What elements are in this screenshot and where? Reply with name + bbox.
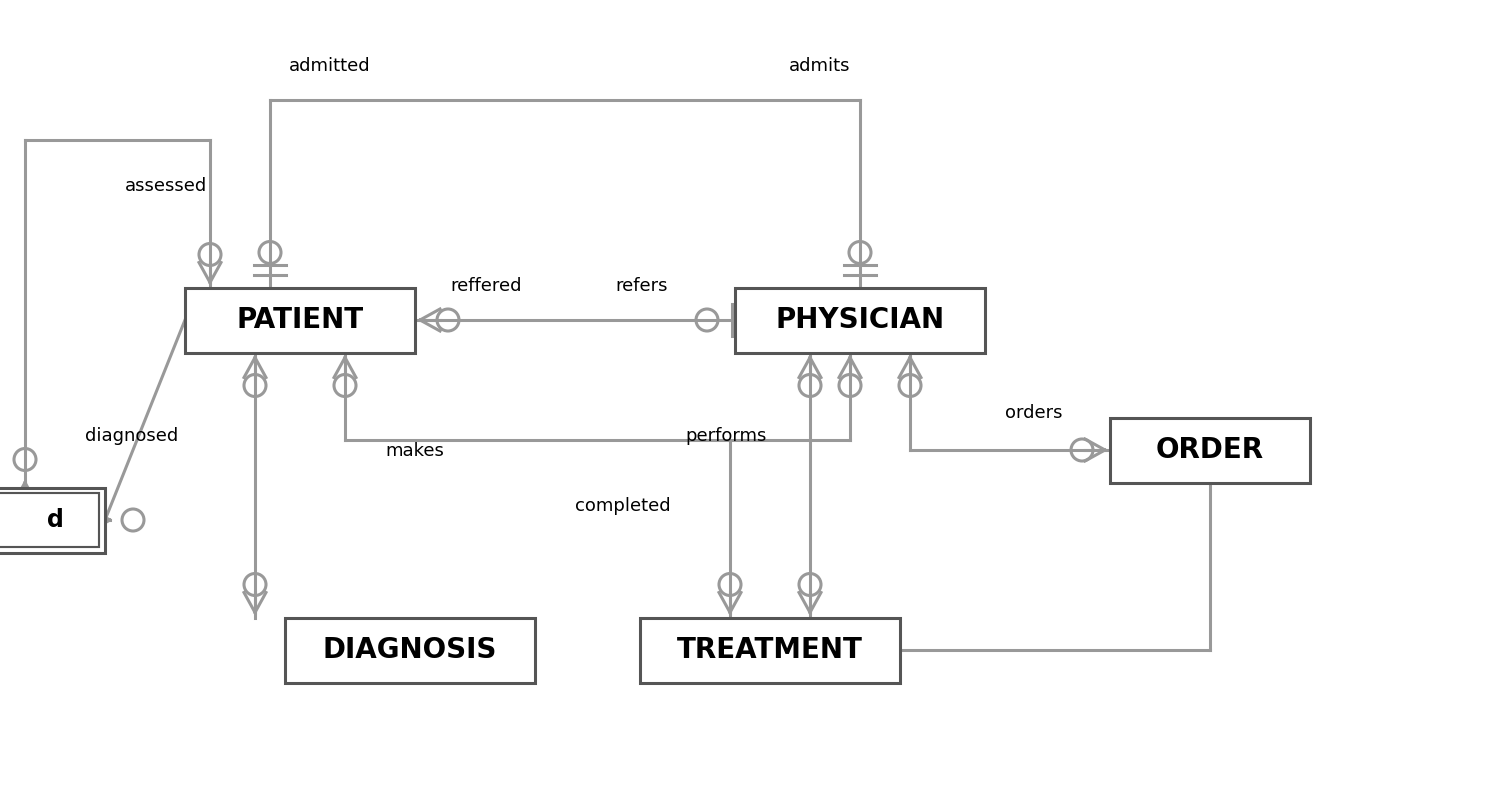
Text: reffered: reffered [450, 277, 522, 295]
Text: PATIENT: PATIENT [236, 306, 364, 334]
Text: admits: admits [789, 57, 851, 75]
Bar [640, 618, 901, 682]
Text: d: d [46, 508, 64, 532]
Bar [0, 493, 100, 547]
Bar [736, 287, 985, 353]
Text: refers: refers [615, 277, 667, 295]
Text: orders: orders [1005, 404, 1062, 422]
Bar [285, 618, 535, 682]
Text: performs: performs [685, 427, 767, 445]
Text: TREATMENT: TREATMENT [678, 636, 863, 664]
Bar [0, 487, 106, 553]
Text: diagnosed: diagnosed [85, 427, 178, 445]
Bar [1110, 418, 1311, 482]
Text: makes: makes [385, 442, 444, 460]
Text: assessed: assessed [125, 177, 207, 195]
Text: completed: completed [575, 497, 670, 515]
Text: admitted: admitted [290, 57, 372, 75]
Text: PHYSICIAN: PHYSICIAN [776, 306, 945, 334]
Text: ORDER: ORDER [1156, 436, 1265, 464]
Bar [184, 287, 415, 353]
Text: DIAGNOSIS: DIAGNOSIS [322, 636, 498, 664]
